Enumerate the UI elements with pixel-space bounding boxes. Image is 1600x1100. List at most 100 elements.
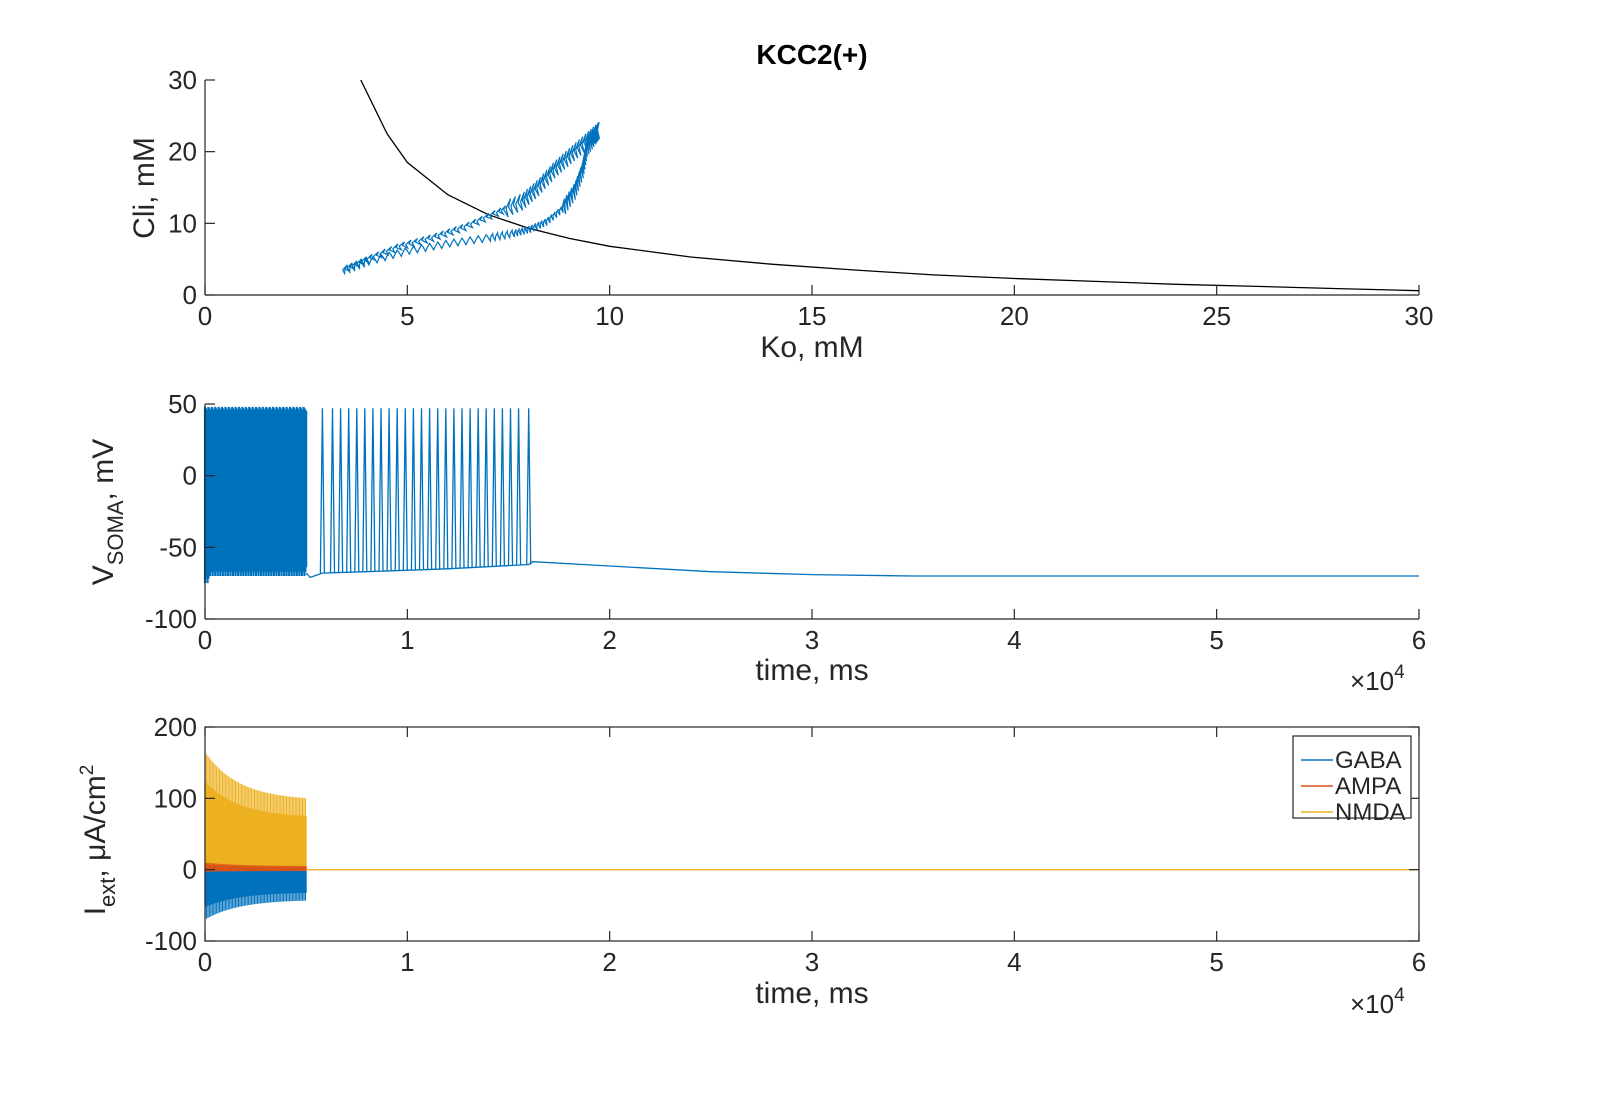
vsoma-spike: [386, 408, 392, 571]
vsoma-plot-x-tick-label: 1: [400, 625, 414, 655]
phase-plot: 0 5 10 15 20 25 30 0 10 20 30 Ko, mM Cli, mM: [128, 65, 1433, 364]
vsoma-spike: [402, 408, 408, 571]
iext-series-gaba: [204, 869, 307, 920]
vsoma-spike: [378, 408, 384, 572]
series-line-trajectory: [342, 121, 601, 276]
phase-plot-x-tick-label: 5: [400, 301, 414, 331]
vsoma-ylabel-tail: , mV: [87, 439, 120, 501]
vsoma-plot-y-tick-label: -50: [159, 532, 197, 562]
phase-plot-y-tick-label: 0: [183, 280, 197, 310]
iext-ylabel-sub: ext: [95, 878, 120, 907]
iext-ylabel-tail: , μA/cm: [79, 775, 112, 877]
phase-plot-x-tick-label: 20: [1000, 301, 1029, 331]
phase-plot-y-tick-label: 20: [168, 137, 197, 167]
iext-plot-x-tick-label: 5: [1209, 947, 1223, 977]
vsoma-spike: [467, 408, 473, 568]
vsoma-spike: [526, 408, 532, 565]
vsoma-plot: 0 1 2 3 4 5 6 -100 -50 0 50 time, ms VSOMA, mV ×10…: [87, 389, 1426, 696]
iext-plot-y-tick-label: -100: [145, 926, 197, 956]
vsoma-spike: [329, 408, 336, 573]
vsoma-plot-x-tick-label: 2: [602, 625, 616, 655]
vsoma-spike: [435, 408, 441, 570]
vsoma-spike: [370, 408, 376, 572]
iext-ylabel-sup: 2: [77, 765, 98, 776]
iext-plot-x-tick-label: 3: [805, 947, 819, 977]
iext-plot-ylabel: Iext, μA/cm2: [77, 765, 120, 916]
vsoma-plot-xlabel: time, ms: [755, 654, 868, 687]
vsoma-plot-x-tick-label: 4: [1007, 625, 1021, 655]
vsoma-plot-y-tick-label: 0: [183, 461, 197, 491]
legend-label-ampa: AMPA: [1335, 773, 1401, 800]
vsoma-x-exponent-base: ×10: [1350, 666, 1394, 696]
phase-plot-x-tick-label: 25: [1202, 301, 1231, 331]
vsoma-ylabel-sub: SOMA: [103, 500, 128, 565]
vsoma-plot-x-tick-label: 5: [1209, 625, 1223, 655]
figure-title: KCC2(+): [756, 39, 867, 70]
vsoma-spike: [426, 408, 433, 570]
iext-ylabel-main: I: [79, 907, 112, 915]
vsoma-plot-axes: 0 1 2 3 4 5 6 -100 -50 0 50: [145, 389, 1426, 655]
iext-plot-xlabel: time, ms: [755, 977, 868, 1010]
vsoma-plot-ylabel: VSOMA, mV: [87, 439, 128, 585]
vsoma-spike: [483, 408, 489, 567]
iext-x-exponent: ×104: [1350, 985, 1405, 1019]
vsoma-dense-burst: [203, 406, 308, 584]
phase-plot-x-tick-label: 15: [798, 301, 827, 331]
vsoma-plot-y-tick-label: -100: [145, 604, 197, 634]
legend-box: [1292, 735, 1412, 819]
phase-plot-x-tick-label: 30: [1405, 301, 1434, 331]
phase-plot-marks: [342, 80, 1419, 292]
vsoma-spike: [362, 408, 368, 572]
vsoma-spike: [475, 408, 481, 568]
iext-legend: GABA AMPA NMDA: [1292, 735, 1412, 826]
iext-plot-axes-box: [204, 726, 1420, 942]
legend-label-nmda: NMDA: [1335, 799, 1406, 826]
vsoma-plot-marks: [203, 406, 1419, 584]
iext-plot-y-tick-label: 200: [154, 712, 197, 742]
iext-plot-y-tick-label: 0: [183, 855, 197, 885]
iext-plot-x-tick-label: 6: [1412, 947, 1426, 977]
phase-plot-x-tick-label: 10: [595, 301, 624, 331]
iext-series-nmda: [204, 751, 307, 870]
iext-plot-x-tick-label: 1: [400, 947, 414, 977]
phase-plot-x-tick-label: 0: [198, 301, 212, 331]
vsoma-ylabel-main: V: [87, 565, 120, 585]
phase-plot-y-tick-label: 30: [168, 65, 197, 95]
vsoma-spike: [346, 408, 352, 573]
vsoma-plot-x-tick-label: 0: [198, 625, 212, 655]
iext-plot-marks: [204, 751, 1419, 920]
phase-plot-ylabel: Cli, mM: [128, 137, 161, 239]
vsoma-spike: [459, 408, 465, 569]
iext-plot-x-tick-label: 0: [198, 947, 212, 977]
vsoma-spike: [515, 408, 522, 566]
iext-x-exponent-base: ×10: [1350, 989, 1394, 1019]
phase-plot-y-tick-label: 10: [168, 208, 197, 238]
vsoma-spike: [394, 408, 400, 571]
vsoma-x-exponent-power: 4: [1394, 662, 1405, 683]
vsoma-spike: [451, 408, 457, 569]
phase-plot-axes: 0 5 10 15 20 25 30 0 10 20 30: [168, 65, 1433, 331]
vsoma-baseline: [305, 561, 1419, 579]
vsoma-spike: [491, 408, 497, 567]
vsoma-spike: [507, 408, 514, 566]
vsoma-spike: [418, 408, 425, 570]
vsoma-spike: [499, 408, 506, 566]
vsoma-x-exponent: ×104: [1350, 662, 1405, 696]
vsoma-spike: [319, 408, 326, 574]
phase-plot-xlabel: Ko, mM: [760, 331, 863, 364]
series-line-nullcline: [360, 80, 1419, 292]
vsoma-plot-y-tick-label: 50: [168, 389, 197, 419]
vsoma-spike: [410, 408, 417, 571]
iext-x-exponent-power: 4: [1394, 985, 1405, 1006]
vsoma-spike: [354, 408, 360, 573]
iext-plot-y-tick-label: 100: [154, 783, 197, 813]
legend-label-gaba: GABA: [1335, 747, 1402, 774]
iext-plot-x-tick-label: 2: [602, 947, 616, 977]
vsoma-spike: [337, 408, 344, 573]
vsoma-burst-fill: [205, 415, 307, 555]
iext-plot-x-tick-label: 4: [1007, 947, 1021, 977]
vsoma-spike: [443, 408, 449, 569]
